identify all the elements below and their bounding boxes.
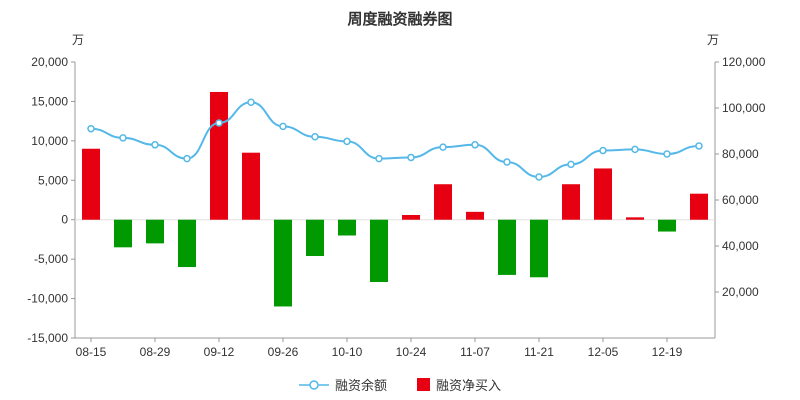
line-marker[interactable]	[503, 158, 511, 166]
right-axis-unit: 万	[707, 33, 720, 47]
line-marker[interactable]	[215, 119, 223, 127]
x-axis-label: 10-10	[332, 345, 363, 359]
line-marker[interactable]	[631, 145, 639, 154]
left-axis-label: -10,000	[27, 292, 68, 306]
right-axis-label: 120,000	[722, 55, 766, 69]
line-marker[interactable]	[311, 133, 319, 141]
line-marker[interactable]	[695, 142, 703, 150]
right-axis-label: 80,000	[722, 147, 759, 161]
line-marker[interactable]	[183, 154, 191, 163]
legend-label-financing-balance: 融资余额	[334, 378, 387, 393]
financing-balance-line	[90, 101, 700, 179]
right-axis-label: 20,000	[722, 285, 759, 299]
line-marker[interactable]	[279, 122, 287, 131]
left-axis-label: 10,000	[31, 134, 68, 148]
net-buy-bar[interactable]	[114, 219, 132, 248]
x-axis-label: 12-19	[652, 345, 683, 359]
legend-label-net-buy: 融资净买入	[436, 378, 502, 393]
line-marker[interactable]	[407, 153, 415, 162]
line-marker[interactable]	[119, 134, 127, 142]
net-buy-bar[interactable]	[306, 219, 324, 256]
net-buy-bar[interactable]	[338, 219, 356, 236]
left-axis-unit: 万	[72, 33, 85, 47]
x-axis-label: 11-21	[524, 345, 554, 359]
bar-series-marker-icon	[417, 378, 430, 391]
net-buy-bar[interactable]	[466, 211, 484, 220]
x-axis-label: 09-26	[268, 345, 299, 359]
x-axis-label: 08-29	[140, 345, 171, 359]
right-axis-label: 40,000	[722, 239, 759, 253]
line-marker[interactable]	[535, 173, 543, 181]
net-buy-bar[interactable]	[82, 148, 100, 220]
x-axis-label: 12-05	[588, 345, 619, 359]
net-buy-bar[interactable]	[626, 217, 644, 220]
line-marker[interactable]	[151, 141, 159, 149]
line-marker[interactable]	[663, 150, 671, 158]
legend-item-financing-balance[interactable]: 融资余额	[298, 375, 387, 394]
net-buy-bar[interactable]	[370, 219, 388, 283]
net-buy-bar[interactable]	[658, 219, 676, 232]
line-marker[interactable]	[87, 124, 95, 133]
line-series-marker-icon	[298, 379, 329, 390]
net-buy-bar[interactable]	[434, 184, 452, 220]
net-buy-bar[interactable]	[146, 219, 164, 244]
net-buy-bar[interactable]	[562, 184, 580, 220]
line-marker[interactable]	[343, 137, 351, 146]
line-marker[interactable]	[567, 160, 575, 169]
right-axis-label: 100,000	[722, 101, 766, 115]
net-buy-bar[interactable]	[242, 152, 260, 220]
line-marker[interactable]	[247, 98, 255, 106]
line-marker[interactable]	[375, 154, 383, 163]
net-buy-bar[interactable]	[210, 91, 228, 220]
net-buy-bar[interactable]	[594, 168, 612, 220]
net-buy-bar[interactable]	[498, 219, 516, 275]
right-axis-label: 60,000	[722, 193, 759, 207]
left-axis-label: -5,000	[34, 252, 68, 266]
legend-item-net-buy[interactable]: 融资净买入	[417, 375, 501, 394]
net-buy-bar[interactable]	[274, 219, 292, 307]
net-buy-bar[interactable]	[178, 219, 196, 268]
net-buy-bar[interactable]	[402, 214, 420, 220]
net-buy-bar[interactable]	[530, 219, 548, 278]
x-axis-label: 11-07	[460, 345, 490, 359]
x-axis-label: 08-15	[76, 345, 107, 359]
net-buy-bar[interactable]	[690, 193, 708, 220]
line-marker[interactable]	[471, 141, 479, 149]
left-axis-label: 5,000	[38, 173, 68, 187]
x-axis-label: 10-24	[396, 345, 427, 359]
line-marker[interactable]	[599, 146, 607, 155]
left-axis-label: 15,000	[31, 94, 68, 108]
legend: 融资余额 融资净买入	[0, 375, 800, 394]
chart-title: 周度融资融券图	[347, 11, 453, 28]
left-axis-label: 0	[61, 213, 68, 227]
left-axis-label: -15,000	[27, 331, 68, 345]
left-axis-label: 20,000	[31, 55, 68, 69]
line-marker[interactable]	[439, 143, 447, 151]
x-axis-label: 09-12	[204, 345, 235, 359]
